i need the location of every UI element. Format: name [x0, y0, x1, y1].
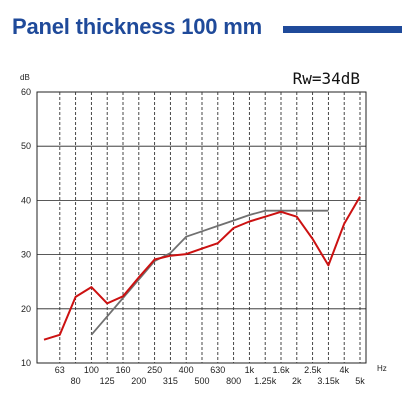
y-tick-label: 50 — [21, 141, 31, 151]
x-tick-label-upper: 1.6k — [272, 365, 290, 375]
x-tick-label-lower: 200 — [131, 376, 146, 386]
x-tick-label-lower: 2k — [292, 376, 302, 386]
chart-title: Panel thickness 100 mm — [12, 14, 262, 39]
series-line-measured — [43, 196, 361, 341]
x-tick-label-lower: 315 — [163, 376, 178, 386]
y-tick-label: 20 — [21, 304, 31, 314]
series-lines — [43, 196, 361, 341]
x-tick-label-upper: 250 — [147, 365, 162, 375]
x-tick-label-lower: 3.15k — [317, 376, 340, 386]
x-tick-label-lower: 125 — [100, 376, 115, 386]
grid — [37, 92, 366, 363]
rw-annotation: Rw=34dB — [293, 69, 360, 88]
y-tick-label: 10 — [21, 358, 31, 368]
x-tick-label-upper: 1k — [245, 365, 255, 375]
x-tick-label-lower: 5k — [355, 376, 365, 386]
y-axis: 10 20 30 40 50 60 — [21, 87, 31, 368]
x-tick-label-lower: 1.25k — [254, 376, 277, 386]
y-tick-label: 30 — [21, 250, 31, 260]
y-axis-label: dB — [20, 73, 30, 82]
x-tick-label-upper: 63 — [55, 365, 65, 375]
x-tick-label-upper: 4k — [339, 365, 349, 375]
x-tick-label-upper: 400 — [179, 365, 194, 375]
plot-frame — [36, 91, 367, 364]
x-axis-label: Hz — [377, 364, 387, 373]
series-line-reference — [90, 209, 329, 336]
chart-title-area: Panel thickness 100 mm — [12, 14, 402, 44]
y-tick-label: 40 — [21, 195, 31, 205]
y-tick-label: 60 — [21, 87, 31, 97]
x-tick-label-lower: 500 — [194, 376, 209, 386]
x-axis: 63 100 160 250 400 630 1k 1.6k 2.5k 4k 80 125 200 315… — [55, 365, 365, 386]
x-tick-label-upper: 160 — [115, 365, 130, 375]
x-tick-label-upper: 630 — [210, 365, 225, 375]
title-accent-bar — [283, 26, 402, 33]
x-tick-label-upper: 2.5k — [304, 365, 322, 375]
x-tick-label-upper: 100 — [84, 365, 99, 375]
x-tick-label-lower: 800 — [226, 376, 241, 386]
x-tick-label-lower: 80 — [71, 376, 81, 386]
